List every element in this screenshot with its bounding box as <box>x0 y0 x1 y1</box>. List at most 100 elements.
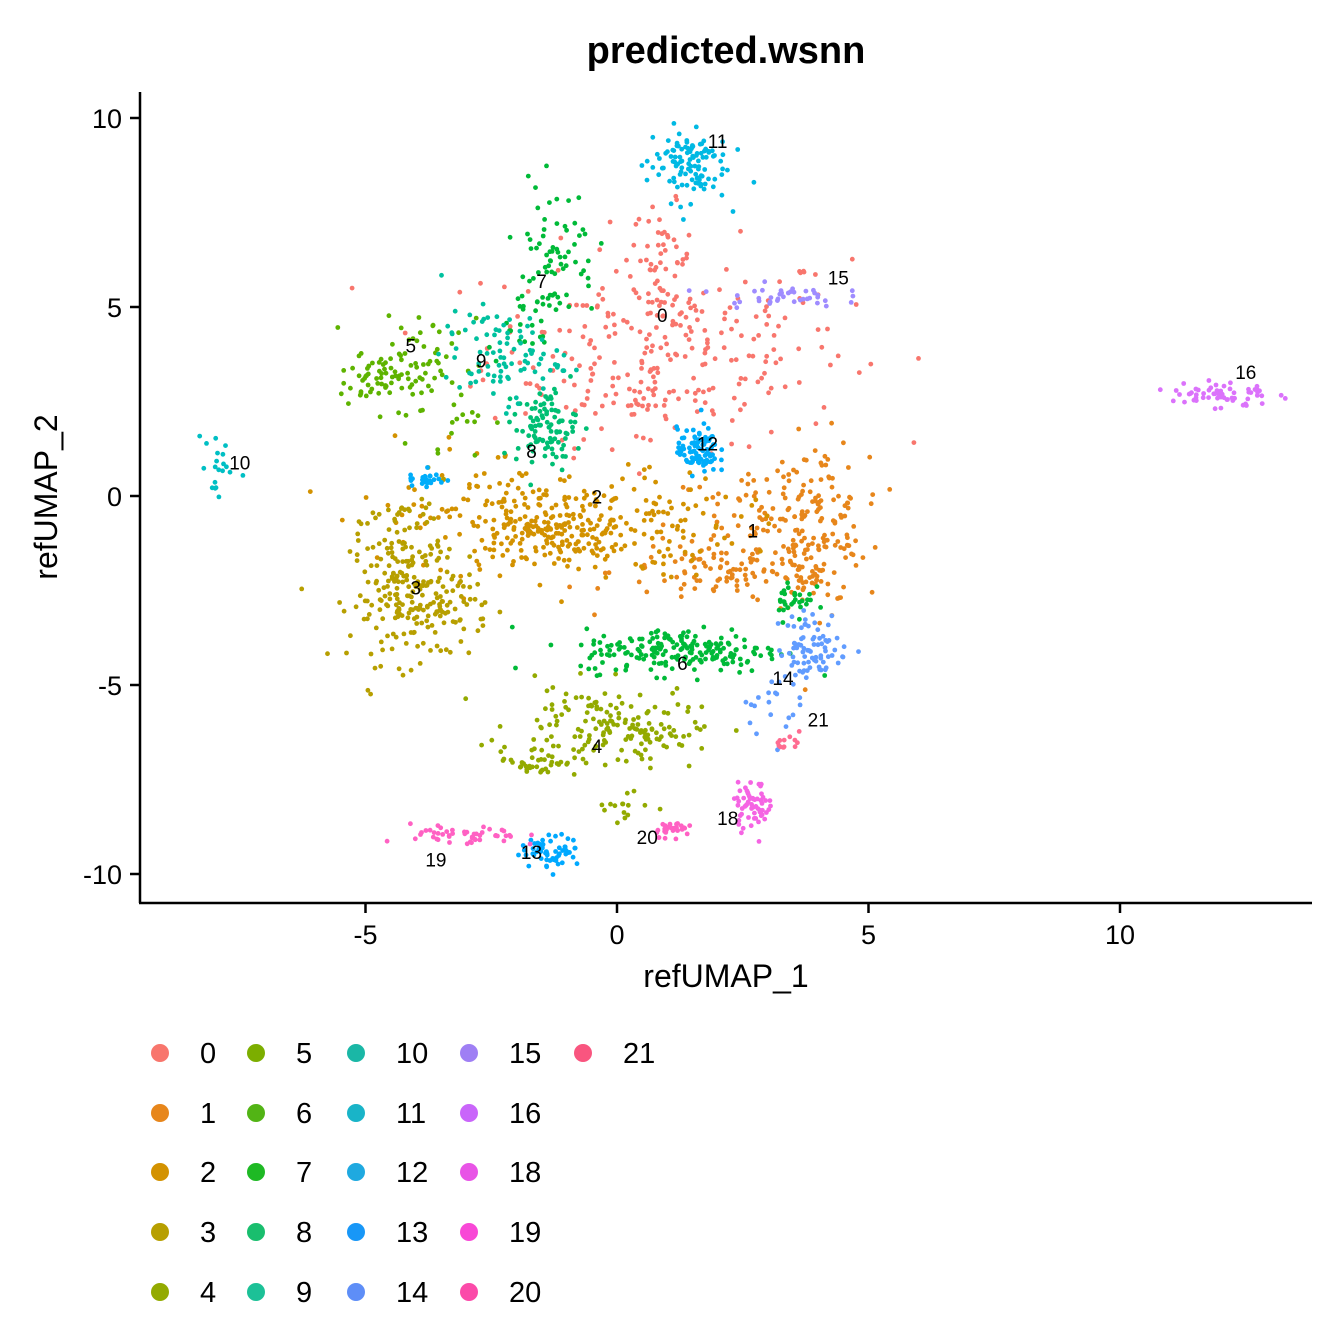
point-cluster-16 <box>1282 396 1288 401</box>
point-cluster-18 <box>757 809 763 815</box>
point-cluster-3 <box>386 563 392 569</box>
point-cluster-12 <box>427 478 433 484</box>
point-cluster-3 <box>450 619 456 624</box>
point-cluster-14 <box>841 644 847 650</box>
point-cluster-2 <box>667 499 672 505</box>
point-cluster-2 <box>385 502 391 508</box>
point-cluster-10 <box>214 458 220 464</box>
point-cluster-4 <box>615 757 621 763</box>
point-cluster-3 <box>467 554 473 559</box>
point-cluster-2 <box>559 539 565 545</box>
point-cluster-6 <box>635 646 641 652</box>
point-cluster-3 <box>325 651 330 657</box>
point-cluster-0 <box>742 279 748 285</box>
point-cluster-6 <box>605 643 610 649</box>
point-cluster-2 <box>511 527 517 532</box>
point-cluster-11 <box>673 163 679 169</box>
cluster-label-8: 8 <box>526 442 537 463</box>
point-cluster-1 <box>804 556 809 562</box>
point-cluster-4 <box>597 719 602 725</box>
point-cluster-1 <box>785 546 791 552</box>
point-cluster-1 <box>790 537 796 543</box>
point-cluster-2 <box>587 502 593 507</box>
point-cluster-18 <box>762 816 768 822</box>
point-cluster-7 <box>562 223 568 229</box>
point-cluster-20 <box>684 831 690 837</box>
legend-item-7: 7 <box>247 1157 312 1189</box>
point-cluster-3 <box>415 606 420 611</box>
point-cluster-0 <box>594 304 600 310</box>
point-cluster-4 <box>686 704 691 710</box>
point-cluster-6 <box>651 654 657 660</box>
point-cluster-2 <box>470 519 475 525</box>
point-cluster-0 <box>680 257 686 262</box>
point-cluster-4 <box>591 747 596 753</box>
legend-label: 7 <box>296 1157 312 1189</box>
point-cluster-6 <box>785 585 791 591</box>
point-cluster-0 <box>689 345 695 351</box>
point-cluster-2 <box>417 525 423 531</box>
point-cluster-4 <box>702 724 707 729</box>
point-cluster-4 <box>692 719 698 725</box>
point-cluster-0 <box>502 284 507 290</box>
point-cluster-0 <box>764 304 769 309</box>
point-cluster-8 <box>552 414 558 420</box>
point-cluster-4 <box>635 722 641 727</box>
point-cluster-0 <box>684 251 690 257</box>
point-cluster-19 <box>423 828 429 833</box>
point-cluster-1 <box>754 557 760 563</box>
point-cluster-1 <box>759 504 764 510</box>
point-cluster-3 <box>466 650 472 656</box>
point-cluster-0 <box>654 365 660 371</box>
point-cluster-14 <box>790 712 796 718</box>
point-cluster-7 <box>572 242 577 247</box>
point-cluster-14 <box>810 612 815 617</box>
point-cluster-13 <box>556 845 562 851</box>
point-cluster-6 <box>648 630 654 636</box>
point-cluster-0 <box>764 353 770 359</box>
point-cluster-0 <box>507 324 513 329</box>
point-cluster-0 <box>600 286 605 291</box>
point-cluster-3 <box>408 667 414 673</box>
point-cluster-18 <box>741 795 747 801</box>
point-cluster-3 <box>403 558 409 564</box>
point-cluster-13 <box>574 861 580 867</box>
point-cluster-0 <box>661 403 667 408</box>
point-cluster-6 <box>718 641 724 646</box>
point-cluster-1 <box>753 531 758 537</box>
point-cluster-2 <box>562 528 568 533</box>
point-cluster-13 <box>562 844 568 850</box>
point-cluster-1 <box>818 579 824 584</box>
point-cluster-3 <box>407 508 412 514</box>
point-cluster-3 <box>395 559 401 564</box>
point-cluster-3 <box>390 631 396 637</box>
point-cluster-4 <box>607 728 612 734</box>
point-cluster-3 <box>412 581 418 587</box>
point-cluster-2 <box>419 503 425 509</box>
point-cluster-1 <box>818 477 824 482</box>
point-cluster-2 <box>497 481 502 486</box>
point-cluster-2 <box>513 503 519 509</box>
point-cluster-0 <box>660 313 666 319</box>
point-cluster-14 <box>806 659 811 665</box>
point-cluster-6 <box>671 645 677 650</box>
point-cluster-1 <box>697 484 703 490</box>
point-cluster-0 <box>572 446 577 451</box>
point-cluster-3 <box>431 516 437 521</box>
legend-key-dot <box>347 1163 365 1181</box>
point-cluster-0 <box>768 385 774 391</box>
point-cluster-2 <box>509 477 515 483</box>
point-cluster-5 <box>383 370 389 376</box>
point-cluster-2 <box>544 538 549 543</box>
point-cluster-14 <box>793 672 798 678</box>
cluster-15-points <box>686 279 856 311</box>
point-cluster-2 <box>593 542 598 547</box>
y-tick-label: -5 <box>98 671 122 701</box>
point-cluster-9 <box>541 351 546 357</box>
point-cluster-16 <box>1245 396 1251 402</box>
point-cluster-18 <box>756 781 762 787</box>
point-cluster-13 <box>553 849 558 854</box>
point-cluster-16 <box>1201 391 1206 396</box>
point-cluster-9 <box>503 411 509 416</box>
point-cluster-4 <box>601 718 607 724</box>
